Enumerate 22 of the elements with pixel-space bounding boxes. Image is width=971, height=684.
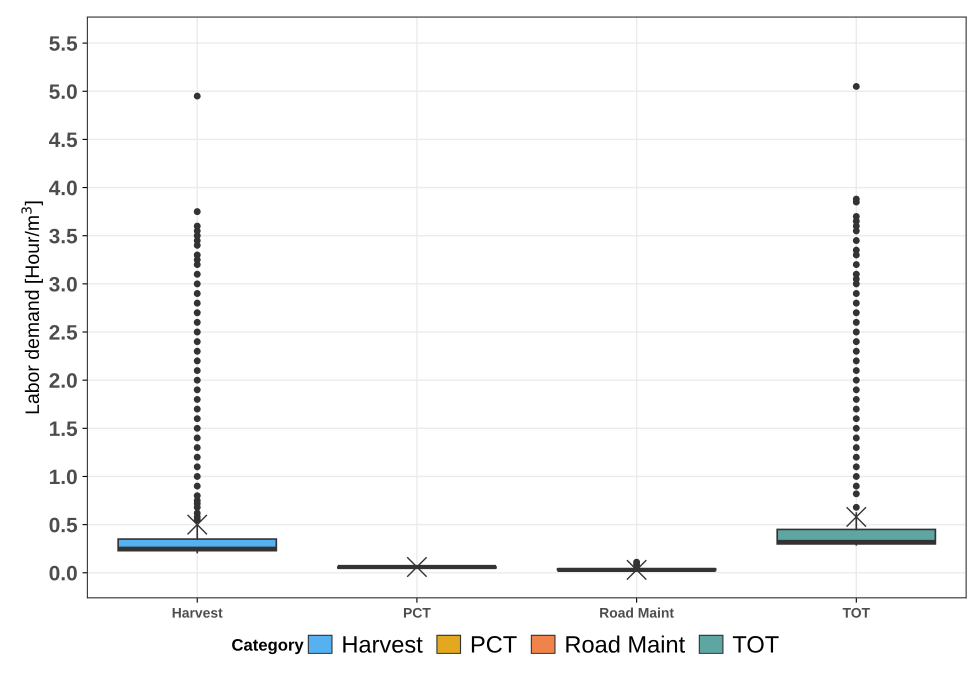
- y-tick-label: 1.0: [50, 469, 77, 484]
- legend-label: PCT: [472, 636, 517, 653]
- x-tick-label: Road Maint: [600, 608, 674, 618]
- y-tick-label: 2.5: [49, 325, 78, 340]
- y-tick-label: 5.5: [49, 36, 78, 51]
- y-tick-label: 5.0: [49, 84, 77, 100]
- y-tick-label: 0.5: [50, 518, 78, 532]
- y-axis-title: Labor demand [Hour/m$^{3}$]: [21, 202, 43, 414]
- y-tick-label: 1.5: [50, 422, 78, 436]
- y-tick-label: 3.5: [49, 228, 78, 244]
- y-tick-label: 4.0: [49, 180, 77, 196]
- legend-title: Category: [232, 638, 304, 654]
- legend-label: Harvest: [343, 636, 423, 653]
- x-tick-label: Harvest: [172, 608, 223, 618]
- x-tick-label: PCT: [404, 608, 431, 618]
- y-tick-label: 0.0: [50, 566, 77, 581]
- y-tick-label: 2.0: [49, 373, 77, 388]
- y-tick-label: 3.0: [49, 276, 77, 292]
- legend-label: Road Maint: [566, 635, 685, 653]
- y-tick-label: 4.5: [49, 132, 78, 148]
- x-tick-label: TOT: [842, 608, 870, 618]
- legend-label: TOT: [732, 636, 779, 653]
